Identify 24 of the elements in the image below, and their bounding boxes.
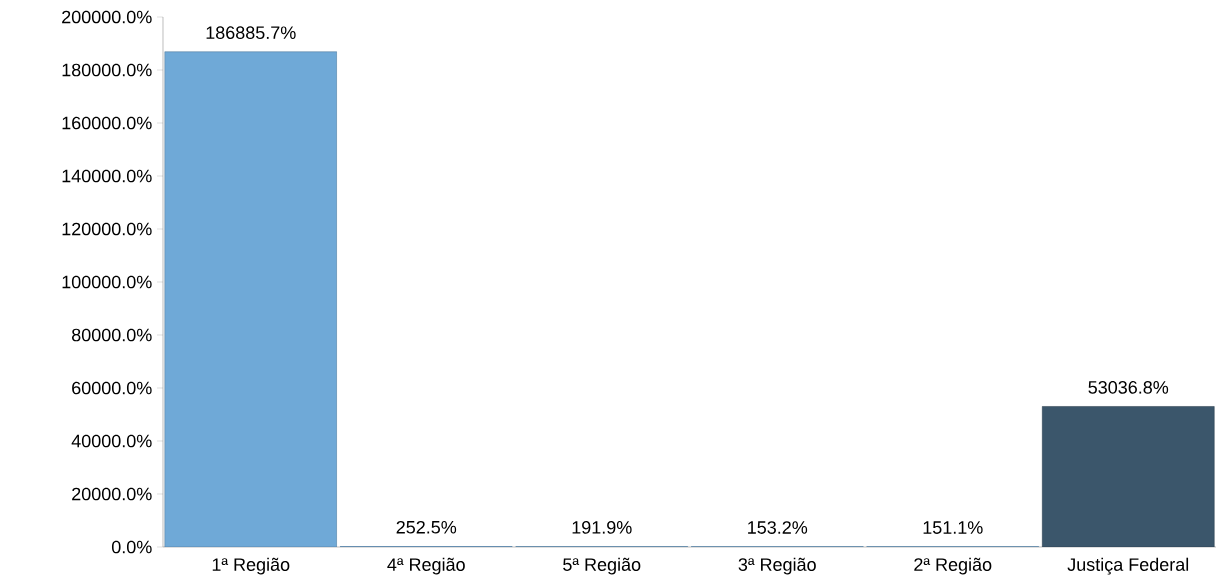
data-label: 151.1%	[923, 521, 983, 534]
data-label: 191.9%	[572, 521, 632, 534]
y-tick-label: 80000.0%	[71, 328, 152, 342]
y-tick-label: 180000.0%	[62, 63, 152, 77]
data-label: 153.2%	[748, 521, 808, 534]
y-tick-label: 120000.0%	[62, 222, 152, 236]
x-tick-label: 5ª Região	[563, 557, 641, 575]
y-tick-label: 200000.0%	[62, 10, 152, 24]
bar	[1041, 406, 1215, 547]
data-label: 53036.8%	[1088, 381, 1169, 394]
y-tick-label: 60000.0%	[72, 381, 152, 395]
y-tick-label: 140000.0%	[62, 169, 152, 183]
x-tick-label: 1ª Região	[212, 557, 290, 575]
y-tick-label: 20000.0%	[72, 487, 152, 501]
x-tick-label: Justiça Federal	[1067, 557, 1189, 575]
data-label: 252.5%	[396, 520, 457, 534]
x-tick-label: 4ª Região	[387, 557, 465, 575]
x-tick-label: 2ª Região	[914, 557, 992, 575]
y-tick-label: 160000.0%	[62, 116, 152, 130]
y-tick-label: 40000.0%	[71, 434, 152, 448]
data-label: 186885.7%	[206, 26, 296, 40]
y-tick-label: 0.0%	[111, 540, 152, 554]
y-tick-label: 100000.0%	[62, 275, 152, 289]
x-tick-label: 3ª Região	[738, 557, 816, 575]
